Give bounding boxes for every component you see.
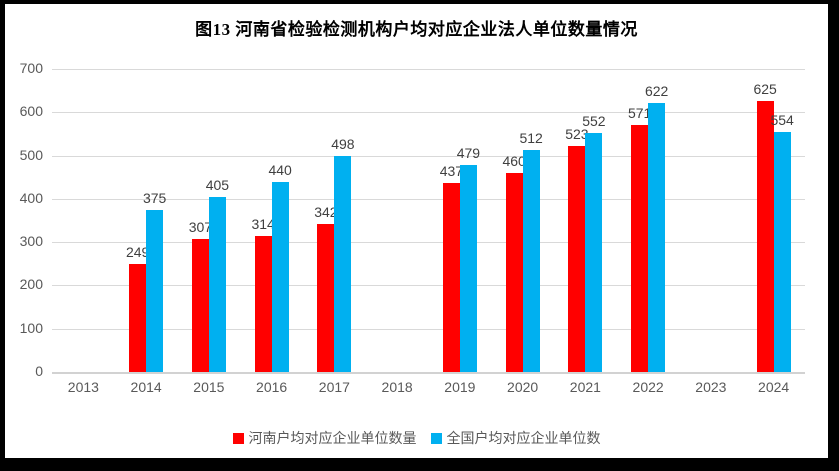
bar-value-label: 307 <box>188 219 213 236</box>
x-tick-label: 2017 <box>318 379 350 395</box>
bar <box>648 102 666 372</box>
x-tick-label: 2014 <box>130 379 162 395</box>
bar-value-label: 375 <box>142 189 167 206</box>
bar <box>756 101 774 372</box>
x-tick-label: 2016 <box>256 379 288 395</box>
bar <box>208 196 226 372</box>
bar-value-label: 523 <box>565 125 589 142</box>
bar-value-label: 405 <box>205 176 230 193</box>
x-tick-label: 2022 <box>632 379 664 395</box>
bar <box>442 182 460 372</box>
legend-item-national: 全国户均对应企业单位数 <box>430 428 601 448</box>
chart-title: 图13 河南省检验检测机构户均对应企业法人单位数量情况 <box>195 20 638 39</box>
bar <box>773 132 791 372</box>
y-tick-label: 700 <box>19 60 43 76</box>
bar-value-label: 342 <box>314 203 338 220</box>
chart-canvas: 图13 河南省检验检测机构户均对应企业法人单位数量情况 河南户均对应企业单位数量… <box>5 4 828 458</box>
bar-value-label: 498 <box>331 136 355 153</box>
y-tick-label: 0 <box>35 363 43 379</box>
bar <box>631 124 649 372</box>
gridline <box>52 328 805 330</box>
x-tick-label: 2013 <box>67 379 99 395</box>
y-tick-label: 500 <box>19 146 43 163</box>
bar <box>522 150 540 372</box>
bar-value-label: 479 <box>456 144 481 161</box>
gridline <box>52 285 805 287</box>
gridline <box>52 198 805 200</box>
bar-value-label: 437 <box>439 162 464 179</box>
y-tick-label: 400 <box>19 189 43 206</box>
bar <box>334 156 352 372</box>
legend-swatch-henan <box>232 432 244 444</box>
legend-item-henan: 河南户均对应企业单位数量 <box>232 428 417 448</box>
bar-value-label: 552 <box>582 113 606 130</box>
bar-value-label: 625 <box>753 81 777 98</box>
y-tick-label: 600 <box>19 103 43 120</box>
x-axis-line <box>52 372 805 374</box>
bar <box>585 133 603 372</box>
legend-swatch-national <box>430 432 442 444</box>
x-tick-label: 2024 <box>758 379 790 395</box>
bar-value-label: 314 <box>251 216 275 233</box>
bar-value-label: 460 <box>502 152 526 169</box>
gridline <box>52 69 805 70</box>
legend-label-henan: 河南户均对应企业单位数量 <box>248 430 417 446</box>
bar-value-label: 512 <box>519 130 543 147</box>
bar <box>505 172 523 372</box>
gridline <box>52 242 805 244</box>
bar-value-label: 249 <box>125 244 150 261</box>
y-tick-label: 100 <box>19 319 43 336</box>
bar-value-label: 571 <box>627 104 652 121</box>
bar <box>129 264 147 372</box>
gridline <box>52 112 805 114</box>
bar <box>459 164 477 372</box>
x-tick-label: 2019 <box>444 379 476 395</box>
gridline <box>52 155 805 157</box>
x-tick-label: 2018 <box>381 379 413 395</box>
y-tick-label: 300 <box>19 233 43 250</box>
x-tick-label: 2015 <box>193 379 225 395</box>
bar-value-label: 440 <box>268 161 292 178</box>
x-tick-label: 2020 <box>507 379 539 395</box>
bar <box>568 145 586 372</box>
bar <box>317 223 335 372</box>
legend-label-national: 全国户均对应企业单位数 <box>446 430 601 446</box>
bar <box>254 236 272 372</box>
bar <box>146 209 164 372</box>
bar-value-label: 622 <box>644 82 669 99</box>
x-tick-label: 2023 <box>695 379 727 395</box>
x-tick-label: 2021 <box>569 379 601 395</box>
bar <box>191 239 209 372</box>
bar <box>271 181 289 372</box>
y-tick-label: 200 <box>19 276 43 293</box>
legend: 河南户均对应企业单位数量 全国户均对应企业单位数 <box>5 428 828 448</box>
bar-value-label: 554 <box>770 112 794 129</box>
